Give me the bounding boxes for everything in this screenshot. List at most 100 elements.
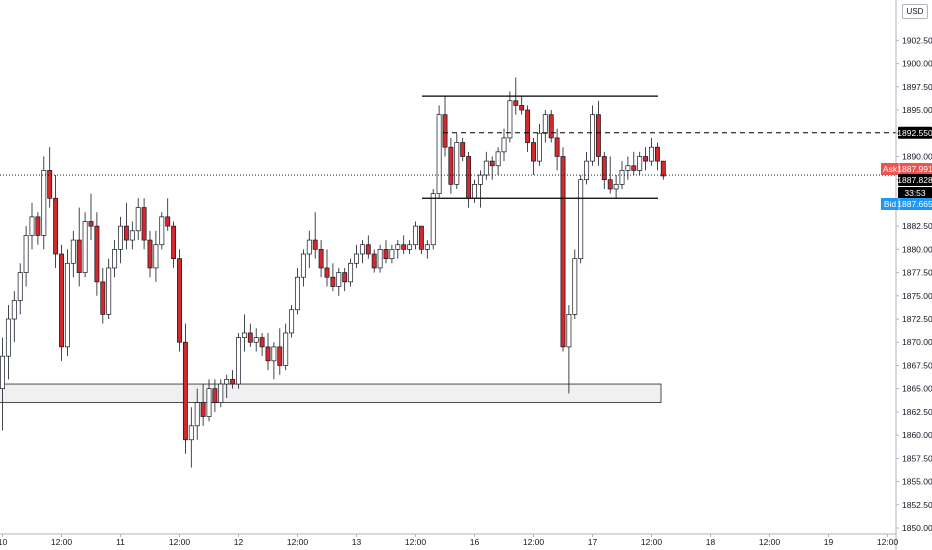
x-tick-label: 12:00	[51, 537, 73, 547]
candle	[507, 91, 513, 143]
x-tick-label: 12:00	[287, 537, 309, 547]
candle	[654, 142, 660, 171]
candle	[218, 379, 224, 408]
candle	[460, 137, 466, 162]
candle-body	[654, 146, 660, 162]
candle-body	[525, 109, 531, 143]
dashed-level-badge: 1892.550	[897, 126, 932, 139]
candle	[206, 379, 212, 422]
candle	[129, 221, 135, 250]
candle	[194, 388, 200, 440]
x-tick-label: 12:00	[405, 537, 427, 547]
candle	[377, 244, 383, 273]
candle-body	[407, 244, 413, 250]
candle	[501, 128, 507, 162]
bid-value: 1887.665	[897, 199, 932, 209]
candle	[289, 305, 295, 338]
candle	[395, 240, 401, 259]
candle-body	[159, 216, 165, 246]
candle	[418, 225, 424, 255]
candle	[613, 175, 619, 199]
dashed-level-badge-bg	[898, 126, 932, 139]
candle	[477, 170, 483, 208]
candle	[17, 263, 23, 315]
candle-body	[324, 267, 330, 278]
candle-body	[625, 165, 631, 171]
candle	[247, 323, 253, 347]
candle	[212, 379, 218, 412]
candle	[424, 240, 430, 259]
candle-body	[531, 142, 536, 162]
candle-body	[289, 309, 295, 334]
candle-body	[212, 388, 218, 403]
candle-body	[35, 216, 41, 236]
candle	[554, 128, 560, 171]
candle-body	[477, 174, 483, 185]
candle	[495, 147, 501, 176]
candle-body	[106, 267, 112, 315]
candle-body	[318, 249, 324, 269]
candle-body	[436, 114, 442, 194]
candle-body	[29, 216, 35, 236]
candle-body	[265, 346, 271, 362]
x-tick-label: 18	[706, 537, 716, 547]
dashed-level-badge-text: 1892.550	[897, 128, 932, 138]
y-tick-label: 1870.000	[902, 337, 932, 347]
candle-body	[17, 272, 23, 301]
candle	[141, 198, 147, 250]
candle	[277, 328, 283, 375]
candle-body	[637, 156, 643, 171]
candle-body	[607, 179, 613, 190]
candle	[182, 323, 188, 454]
candle-body	[277, 346, 283, 366]
candle	[472, 179, 477, 203]
candle-body	[572, 258, 578, 315]
candle-body	[513, 100, 519, 106]
candle	[123, 202, 129, 250]
y-tick-label: 1855.000	[902, 477, 932, 487]
candle-body	[135, 207, 141, 232]
candle	[365, 235, 371, 259]
candle-body	[631, 165, 637, 171]
candle-body	[200, 402, 206, 417]
y-tick-label: 1860.000	[902, 430, 932, 440]
candle-body	[188, 425, 194, 441]
candle-body	[177, 258, 182, 343]
y-tick-label: 1867.500	[902, 360, 932, 370]
candle-body	[584, 160, 590, 181]
y-tick-label: 1877.500	[902, 268, 932, 278]
y-tick-label: 1895.000	[902, 105, 932, 115]
candle-body	[472, 183, 477, 199]
candle	[177, 249, 182, 352]
support-zone	[0, 383, 662, 404]
candle-body	[389, 249, 395, 259]
candle	[5, 305, 11, 380]
x-tick-label: 12	[234, 537, 244, 547]
candle-body	[548, 114, 554, 139]
candle	[643, 147, 649, 171]
candle	[542, 110, 548, 143]
bid-badge	[881, 198, 932, 210]
candle-body	[283, 332, 289, 366]
last-price-badge-bg	[898, 174, 932, 186]
candle-body	[171, 225, 177, 259]
y-tick-label: 1902.500	[902, 35, 932, 45]
candle-body	[519, 105, 525, 111]
candle	[70, 230, 76, 278]
candle-body	[241, 332, 247, 338]
candle	[578, 175, 584, 264]
currency-button[interactable]: USD	[902, 4, 928, 19]
x-tick-label: 11	[116, 537, 125, 547]
candle	[436, 105, 442, 199]
candle	[318, 240, 324, 278]
candle-body	[224, 379, 230, 385]
candle-body	[466, 156, 472, 199]
candle-body	[59, 253, 64, 348]
candle-body	[483, 160, 489, 176]
last-price-badge-text: 1887.828	[897, 175, 932, 185]
candle	[442, 96, 448, 157]
candle-body	[418, 225, 424, 250]
candle	[407, 240, 413, 255]
candle	[118, 216, 123, 264]
